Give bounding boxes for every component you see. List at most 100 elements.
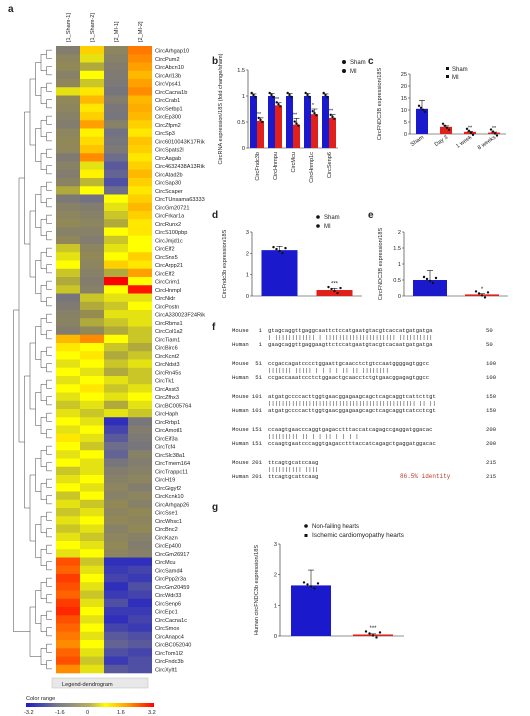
heatmap-row-label: CircAxst3 <box>155 387 179 393</box>
panel-letter-d: d <box>212 210 218 221</box>
dendrogram-branch <box>46 462 52 472</box>
align-sequence: ttcagtgcattcaag <box>268 473 318 480</box>
heatmap-row-label: CircS100pbp <box>155 230 187 236</box>
x-tick-label: 8 weeks <box>477 135 497 152</box>
heatmap-cell <box>80 112 104 121</box>
dendrogram-branch <box>46 280 52 290</box>
heatmap-col-label: [2_MI-2] <box>138 21 144 42</box>
heatmap-cell <box>80 574 104 583</box>
heatmap-cell <box>80 145 104 154</box>
heatmap-row-label: CircFndc3b <box>155 659 184 665</box>
heatmap-cell <box>104 128 128 138</box>
heatmap-cell <box>104 235 128 245</box>
heatmap-cell <box>104 351 128 360</box>
dendrogram-branch <box>40 285 47 302</box>
heatmap-row-label: CircEif3a <box>155 436 179 442</box>
heatmap-cell <box>80 161 104 171</box>
heatmap-cell <box>56 590 80 600</box>
heatmap-cell <box>80 227 104 237</box>
heatmap-row-label: CircZfpm2 <box>155 123 181 129</box>
heatmap-row-label: CircBirc6 <box>155 346 178 352</box>
heatmap-cell <box>128 590 152 600</box>
heatmap-cell <box>80 351 104 360</box>
heatmap-row-label: CircWhsc1 <box>155 519 182 525</box>
data-point <box>474 290 478 293</box>
heatmap-cell <box>80 516 104 525</box>
data-point <box>419 106 423 110</box>
heatmap-cell <box>128 301 152 311</box>
heatmap-cell <box>80 450 104 459</box>
heatmap-row-label: CircCacna1c <box>155 618 187 624</box>
heatmap-cell <box>56 145 80 154</box>
data-point <box>272 245 275 249</box>
panel-letter-a: a <box>8 4 14 15</box>
heatmap-cell <box>128 376 152 385</box>
heatmap-cell <box>56 79 80 88</box>
data-point <box>477 292 481 295</box>
heatmap-cell <box>128 466 152 476</box>
heatmap-cell <box>56 433 80 443</box>
heatmap-cell <box>104 574 128 583</box>
significance-mark: ** <box>329 109 334 115</box>
heatmap-cell <box>80 400 104 410</box>
heatmap-cell <box>56 524 80 534</box>
heatmap-row-label: CircTiam1 <box>155 337 180 343</box>
dendrogram-branch <box>46 511 52 521</box>
heatmap-cell <box>104 227 128 237</box>
panel-letter-f: f <box>212 322 216 333</box>
data-point <box>333 117 336 121</box>
heatmap-cell <box>128 557 152 567</box>
legend-label: MI <box>350 69 357 75</box>
align-end: 100 <box>486 360 497 367</box>
heatmap-cell <box>80 310 104 319</box>
heatmap-row-label: CircCacna1b <box>155 90 187 96</box>
align-species-label: Mouse <box>232 327 249 334</box>
heatmap-cell <box>104 400 128 410</box>
heatmap-cell <box>128 631 152 641</box>
heatmap-cell <box>128 252 152 261</box>
heatmap-cell <box>128 582 152 591</box>
bar-mi <box>257 120 264 148</box>
heatmap-cell <box>104 425 128 435</box>
dendrogram-branch <box>46 643 52 653</box>
heatmap-cell <box>128 656 152 666</box>
heatmap-cell <box>104 433 128 443</box>
heatmap-cell <box>56 607 80 616</box>
heatmap-cell <box>80 442 104 451</box>
data-point <box>329 113 332 117</box>
heatmap-cell <box>104 277 128 286</box>
heatmap-row-label: CircSetbp1 <box>155 106 183 112</box>
legend-marker <box>304 534 308 537</box>
heatmap-cell <box>56 417 80 426</box>
heatmap-cell <box>128 169 152 179</box>
color-range-tick: 1.6 <box>117 710 125 716</box>
dendrogram-branch <box>40 417 47 434</box>
align-end: 50 <box>486 327 493 334</box>
heatmap-cell <box>128 598 152 608</box>
heatmap-cell <box>80 153 104 162</box>
heatmap-cell <box>56 153 80 162</box>
align-start: 201 <box>252 473 263 480</box>
y-tick-label: 0 <box>242 146 245 152</box>
y-tick-label: 0 <box>404 132 407 138</box>
heatmap-cell <box>104 54 128 63</box>
legend-label: Sham <box>324 215 340 221</box>
heatmap-cell <box>80 326 104 336</box>
heatmap-row-label: CircNidr <box>155 296 175 302</box>
align-sequence: ttcagtgcatccaag <box>268 459 318 466</box>
heatmap-cell <box>128 615 152 624</box>
dendrogram-branch <box>29 78 36 146</box>
align-start: 101 <box>252 407 263 414</box>
heatmap-cell <box>80 136 104 146</box>
heatmap-cell <box>80 87 104 96</box>
heatmap-cell <box>104 631 128 641</box>
legend-marker <box>316 224 320 228</box>
data-point <box>272 95 275 99</box>
data-point <box>288 93 291 97</box>
heatmap-row-label: CircCrim1 <box>155 280 180 286</box>
heatmap-cell <box>104 640 128 649</box>
panel-letter-c: c <box>368 56 374 67</box>
dendrogram-branch <box>40 351 47 368</box>
data-point <box>254 95 257 99</box>
heatmap-cell <box>80 211 104 220</box>
